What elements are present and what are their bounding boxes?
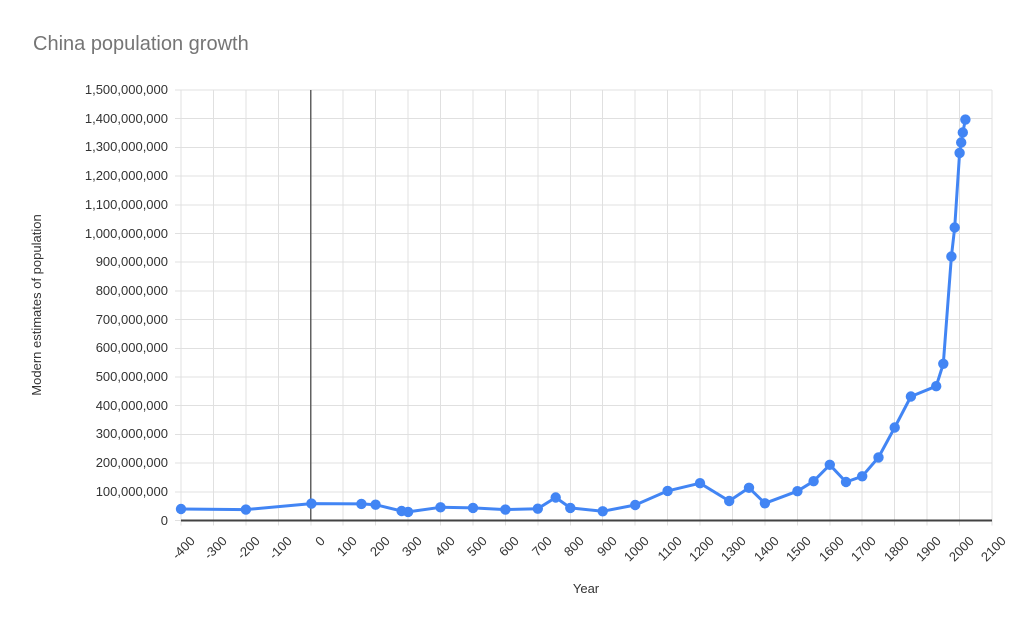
data-point (370, 499, 381, 510)
y-tick-label: 500,000,000 (95, 369, 168, 384)
data-point (565, 502, 576, 514)
data-point (857, 471, 868, 482)
y-tick-label: 700,000,000 (95, 311, 168, 327)
y-tick-label: 100,000,000 (95, 483, 168, 499)
data-point (306, 498, 317, 509)
y-tick-label: 1,200,000,000 (84, 168, 168, 184)
y-tick-label: 1,300,000,000 (84, 139, 168, 155)
data-point (356, 498, 367, 510)
data-point (905, 391, 917, 402)
data-point (550, 492, 561, 503)
y-tick-label: 300,000,000 (95, 426, 168, 442)
y-tick-label: 400,000,000 (95, 397, 168, 413)
data-point (662, 485, 673, 497)
data-point (500, 504, 511, 515)
y-tick-label: 1,500,000,000 (84, 82, 168, 97)
data-point (532, 503, 543, 514)
data-point (889, 422, 900, 433)
y-tick-label: 800,000,000 (95, 282, 168, 298)
data-point (938, 358, 949, 369)
data-point (957, 127, 968, 138)
y-tick-label: 1,000,000,000 (84, 225, 168, 241)
data-point (724, 495, 735, 507)
data-point (840, 476, 852, 488)
data-point (931, 381, 942, 392)
data-point (759, 498, 771, 509)
y-tick-label: 1,100,000,000 (84, 196, 168, 212)
x-axis-title: Year (572, 581, 600, 596)
data-point (630, 499, 641, 511)
data-point (960, 114, 971, 125)
data-point (467, 502, 479, 514)
data-point (956, 137, 967, 148)
data-point (792, 486, 803, 497)
data-point (694, 478, 706, 489)
data-point (435, 502, 446, 513)
y-tick-label: 0 (160, 512, 168, 528)
population-series-line (179, 118, 967, 514)
data-point (954, 147, 965, 159)
data-point (597, 506, 608, 517)
y-tick-label: 200,000,000 (95, 455, 168, 471)
data-point (808, 476, 819, 487)
data-point (824, 459, 835, 470)
data-point (240, 504, 252, 515)
y-tick-label: 900,000,000 (95, 254, 168, 270)
chart-title: China population growth (33, 33, 249, 55)
data-point (949, 222, 960, 233)
data-point (402, 506, 414, 518)
y-tick-label: 600,000,000 (95, 340, 168, 356)
data-point (946, 251, 957, 262)
data-point (175, 503, 187, 515)
data-point (743, 482, 755, 493)
data-point (873, 452, 884, 463)
y-tick-label: 1,400,000,000 (84, 110, 168, 126)
